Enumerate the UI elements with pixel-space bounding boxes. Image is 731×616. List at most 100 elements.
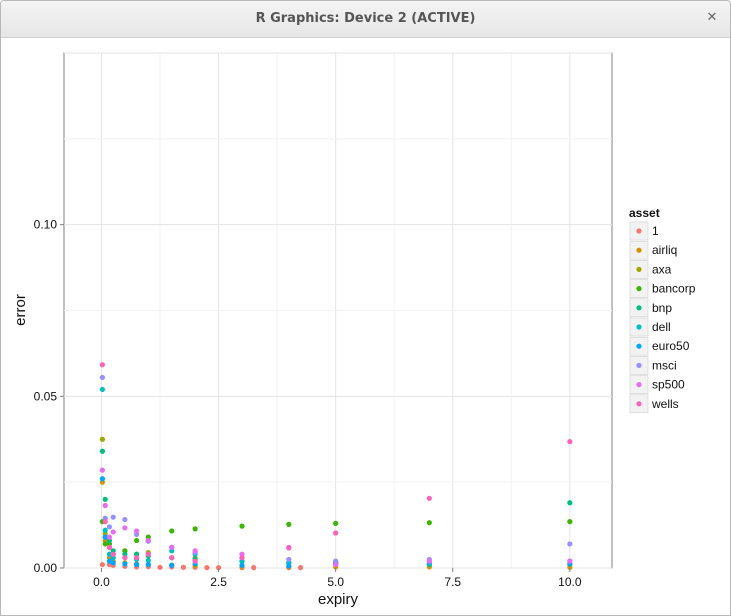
data-point-wells bbox=[122, 555, 128, 561]
data-point-sp500 bbox=[122, 525, 128, 531]
data-point-wells bbox=[426, 495, 432, 501]
data-point-dell bbox=[99, 386, 106, 393]
data-point-1 bbox=[157, 564, 163, 570]
data-point-euro50 bbox=[286, 563, 292, 569]
data-point-sp500 bbox=[145, 537, 151, 544]
data-point-msci bbox=[122, 516, 128, 523]
legend-label-bnp: bnp bbox=[652, 301, 672, 315]
data-point-wells bbox=[192, 558, 198, 564]
legend-swatch-bnp bbox=[636, 305, 642, 311]
data-point-1 bbox=[99, 561, 106, 568]
data-point-msci bbox=[286, 556, 292, 563]
data-point-sp500 bbox=[102, 502, 108, 509]
data-point-sp500 bbox=[133, 528, 140, 534]
legend-swatch-wells bbox=[636, 401, 642, 407]
x-tick-label: 0.0 bbox=[93, 575, 110, 589]
data-point-bancorp bbox=[567, 519, 573, 525]
data-point-euro50 bbox=[110, 560, 116, 566]
data-point-wells bbox=[169, 555, 175, 561]
data-point-euro50 bbox=[133, 561, 140, 568]
data-point-msci bbox=[567, 541, 573, 547]
data-point-wells bbox=[145, 551, 151, 557]
x-axis-title: expiry bbox=[318, 591, 359, 608]
legend-label-wells: wells bbox=[651, 397, 679, 411]
window-title: R Graphics: Device 2 (ACTIVE) bbox=[255, 11, 476, 26]
data-point-bancorp bbox=[286, 521, 292, 527]
y-axis: 0.00 0.05 0.10 bbox=[34, 218, 64, 575]
data-point-sp500 bbox=[192, 548, 198, 554]
legend-swatch-bancorp bbox=[636, 286, 642, 292]
data-point-axa bbox=[99, 436, 106, 442]
x-tick-label: 7.5 bbox=[444, 575, 461, 589]
data-point-wells bbox=[102, 519, 108, 525]
data-point-sp500 bbox=[110, 529, 116, 535]
legend-swatch-dell bbox=[636, 324, 642, 330]
data-point-1 bbox=[215, 565, 222, 571]
data-point-1 bbox=[297, 565, 304, 571]
data-points bbox=[99, 362, 573, 571]
data-point-dell bbox=[106, 551, 113, 557]
data-point-wells bbox=[106, 544, 113, 551]
legend-label-euro50: euro50 bbox=[652, 339, 690, 353]
legend-swatch-airliq bbox=[636, 247, 642, 253]
legend-swatch-1 bbox=[636, 228, 642, 234]
data-point-dell bbox=[102, 527, 108, 533]
y-tick-label: 0.10 bbox=[34, 218, 58, 232]
legend-label-axa: axa bbox=[652, 262, 672, 276]
x-tick-label: 2.5 bbox=[210, 575, 227, 589]
data-point-bancorp bbox=[133, 537, 140, 544]
data-point-bancorp bbox=[333, 520, 339, 526]
x-tick-label: 10.0 bbox=[558, 575, 582, 589]
x-axis: 0.0 2.5 5.0 7.5 10.0 bbox=[93, 568, 582, 589]
data-point-msci bbox=[99, 374, 106, 381]
data-point-msci bbox=[106, 524, 113, 530]
legend-swatch-euro50 bbox=[636, 343, 642, 349]
data-point-bancorp bbox=[192, 526, 198, 532]
data-point-euro50 bbox=[102, 534, 108, 540]
legend-label-sp500: sp500 bbox=[652, 378, 685, 392]
data-point-euro50 bbox=[145, 561, 151, 568]
legend-swatch-sp500 bbox=[636, 382, 642, 388]
legend-swatch-axa bbox=[636, 266, 642, 272]
data-point-sp500 bbox=[567, 558, 573, 564]
close-icon[interactable]: ✕ bbox=[706, 10, 718, 25]
data-point-bnp bbox=[99, 448, 106, 454]
data-point-wells bbox=[110, 551, 116, 557]
data-point-dell bbox=[145, 557, 151, 564]
data-point-euro50 bbox=[239, 562, 245, 568]
legend-swatch-msci bbox=[636, 362, 642, 368]
data-point-sp500 bbox=[106, 534, 113, 540]
data-point-wells bbox=[286, 545, 292, 551]
data-point-bancorp bbox=[426, 520, 432, 526]
legend-label-airliq: airliq bbox=[652, 243, 677, 257]
data-point-wells bbox=[239, 555, 245, 561]
data-point-euro50 bbox=[122, 561, 128, 567]
data-point-1 bbox=[251, 565, 257, 571]
legend-title: asset bbox=[629, 206, 660, 220]
grid-lines bbox=[64, 52, 612, 569]
data-point-wells bbox=[567, 439, 573, 445]
data-point-msci bbox=[110, 514, 116, 520]
y-tick-label: 0.05 bbox=[34, 389, 58, 403]
legend-label-msci: msci bbox=[652, 358, 677, 372]
data-point-sp500 bbox=[169, 544, 175, 551]
y-tick-label: 0.00 bbox=[34, 561, 58, 575]
title-bar[interactable]: R Graphics: Device 2 (ACTIVE) ✕ bbox=[1, 1, 730, 38]
legend-label-dell: dell bbox=[652, 320, 671, 334]
data-point-euro50 bbox=[99, 476, 106, 482]
data-point-sp500 bbox=[99, 467, 106, 473]
legend-label-1: 1 bbox=[652, 224, 659, 238]
data-point-bancorp bbox=[169, 528, 175, 534]
data-point-1 bbox=[180, 564, 187, 570]
data-point-bnp bbox=[567, 500, 573, 506]
y-axis-title: error bbox=[12, 294, 29, 326]
data-point-wells bbox=[99, 362, 106, 368]
legend-label-bancorp: bancorp bbox=[652, 282, 696, 296]
data-point-sp500 bbox=[333, 561, 339, 568]
legend: asset 1 airliq axa bancorp bnp dell euro50 msci… bbox=[629, 206, 696, 414]
data-point-wells bbox=[133, 555, 140, 561]
data-point-euro50 bbox=[169, 562, 175, 568]
data-point-1 bbox=[204, 565, 210, 571]
data-point-bnp bbox=[102, 496, 108, 502]
